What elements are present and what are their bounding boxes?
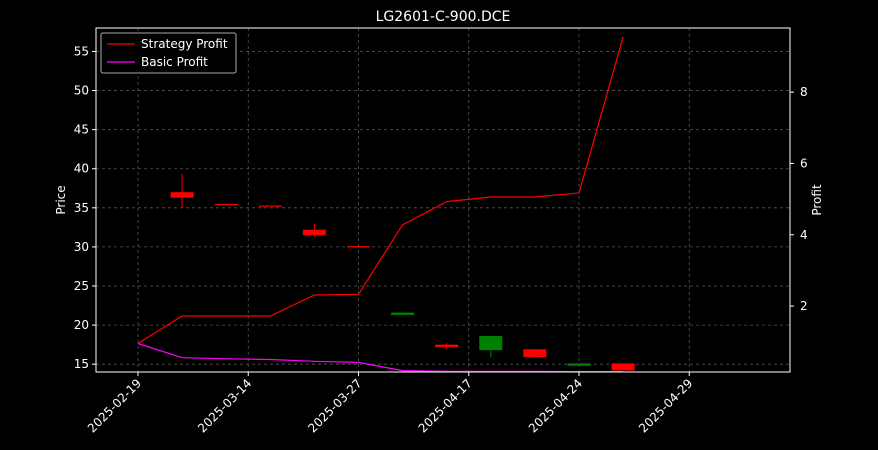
candle-body bbox=[435, 344, 459, 347]
candle-body bbox=[391, 312, 415, 315]
candle-body bbox=[567, 363, 591, 366]
y-tick-label-left: 45 bbox=[74, 123, 89, 137]
x-tick-label: 2025-04-29 bbox=[636, 376, 695, 435]
chart-title: LG2601-C-900.DCE bbox=[376, 9, 511, 25]
strategy-profit-line bbox=[137, 36, 624, 345]
basic-profit-line bbox=[137, 342, 624, 373]
legend-label-basic: Basic Profit bbox=[141, 55, 208, 69]
y-axis-label-left: Price bbox=[54, 185, 68, 214]
legend-label-strategy: Strategy Profit bbox=[141, 37, 228, 51]
candle-body bbox=[479, 336, 503, 351]
candle-body bbox=[214, 203, 238, 206]
y-tick-label-right: 4 bbox=[800, 228, 808, 242]
candle-body bbox=[170, 192, 194, 198]
candle-body bbox=[347, 246, 370, 248]
x-tick-label: 2025-04-24 bbox=[526, 376, 585, 435]
y-tick-label-left: 30 bbox=[74, 240, 89, 254]
y-tick-label-left: 25 bbox=[74, 279, 89, 293]
x-tick-label: 2025-03-27 bbox=[305, 376, 364, 435]
y-tick-label-right: 8 bbox=[800, 85, 808, 99]
x-tick-label: 2025-02-19 bbox=[85, 376, 144, 435]
candle-body bbox=[523, 349, 547, 358]
y-tick-label-right: 6 bbox=[800, 156, 808, 170]
y-tick-label-left: 35 bbox=[74, 201, 89, 215]
y-tick-label-right: 2 bbox=[800, 299, 808, 313]
x-tick-label: 2025-03-14 bbox=[195, 376, 254, 435]
legend: Strategy Profit Basic Profit bbox=[100, 32, 237, 74]
y-axis-label-right: Profit bbox=[810, 184, 824, 216]
candle-body bbox=[611, 363, 635, 371]
y-tick-label-left: 15 bbox=[74, 357, 89, 371]
plot-marks bbox=[137, 36, 635, 373]
candle-body bbox=[302, 229, 326, 236]
candle-body bbox=[258, 205, 282, 207]
y-tick-label-left: 40 bbox=[74, 162, 89, 176]
x-tick-label: 2025-04-17 bbox=[416, 376, 475, 435]
y-tick-label-left: 55 bbox=[74, 44, 89, 58]
y-tick-label-left: 50 bbox=[74, 84, 89, 98]
axes: 15 20 25 30 35 40 45 50 55 2 4 6 8 2025-02-19 2025-03-… bbox=[74, 44, 808, 435]
grid bbox=[96, 28, 790, 372]
legend-box bbox=[100, 32, 237, 74]
plot-frame bbox=[95, 27, 791, 373]
y-tick-label-left: 20 bbox=[74, 318, 89, 332]
